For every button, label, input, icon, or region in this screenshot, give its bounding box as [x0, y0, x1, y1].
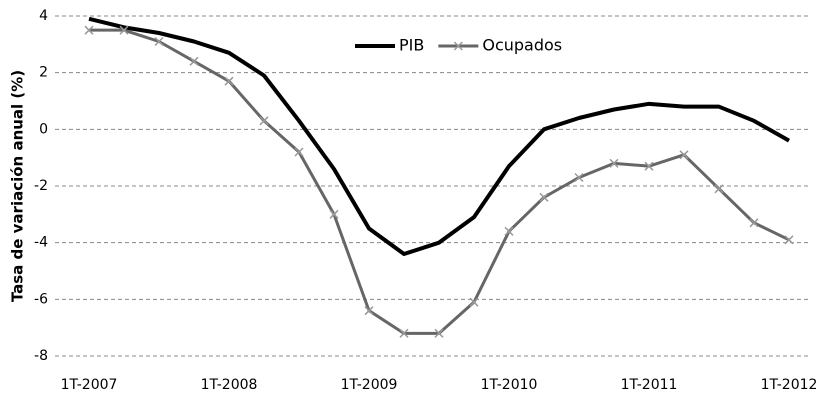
y-tick-label: -8	[34, 348, 48, 364]
y-tick-label: 4	[39, 8, 48, 24]
y-tick-label: 2	[39, 65, 48, 81]
marker	[749, 218, 759, 228]
marker	[504, 226, 514, 236]
marker	[189, 56, 199, 66]
marker	[434, 328, 444, 338]
x-tick-label: 1T-2012	[761, 377, 818, 393]
x-tick-label: 1T-2009	[341, 377, 398, 393]
marker	[679, 150, 689, 160]
marker	[329, 209, 339, 219]
marker	[84, 25, 94, 35]
marker	[364, 306, 374, 316]
marker	[154, 36, 164, 47]
y-tick-label: 0	[39, 121, 48, 137]
marker	[644, 161, 654, 171]
y-tick-label: -2	[34, 178, 48, 194]
series-line	[89, 28, 790, 335]
marker	[539, 192, 549, 202]
marker	[609, 158, 619, 168]
marker	[294, 147, 304, 157]
marker	[714, 184, 724, 194]
marker	[259, 116, 269, 126]
legend-label: PIB	[399, 36, 424, 55]
marker	[469, 297, 479, 307]
marker	[784, 235, 794, 245]
legend-marker	[453, 41, 463, 51]
x-tick-label: 1T-2011	[621, 377, 678, 393]
legend-label: Ocupados	[482, 36, 562, 55]
series-line	[88, 16, 790, 256]
marker	[574, 172, 584, 183]
x-tick-label: 1T-2010	[481, 377, 538, 393]
x-tick-label: 1T-2008	[201, 377, 258, 393]
y-tick-label: -4	[34, 235, 48, 251]
marker	[119, 25, 129, 35]
marker	[224, 76, 234, 86]
marker	[399, 328, 409, 338]
y-tick-label: -6	[34, 291, 48, 307]
y-axis-title: Tasa de variación anual (%)	[9, 70, 27, 302]
x-tick-label: 1T-2007	[61, 377, 118, 393]
